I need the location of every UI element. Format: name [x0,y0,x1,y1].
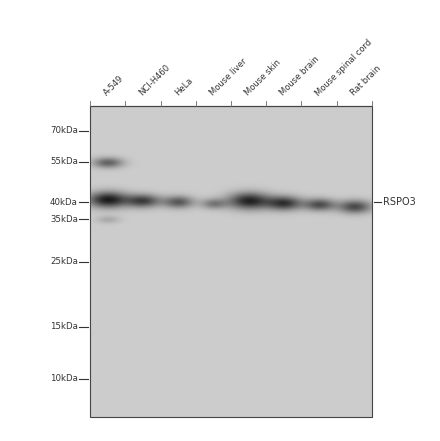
Text: 55kDa: 55kDa [50,157,78,166]
Text: Mouse brain: Mouse brain [279,55,321,98]
Text: A-549: A-549 [103,74,126,98]
Text: 70kDa: 70kDa [50,126,78,135]
Text: NCI-H460: NCI-H460 [138,63,172,98]
Text: Mouse spinal cord: Mouse spinal cord [314,38,374,98]
Text: 25kDa: 25kDa [50,258,78,266]
Bar [90,106,372,417]
Text: 10kDa: 10kDa [50,374,78,383]
Text: 35kDa: 35kDa [50,215,78,224]
Text: Mouse liver: Mouse liver [208,57,249,98]
Text: 40kDa: 40kDa [50,198,78,206]
Text: RSPO3: RSPO3 [383,197,415,207]
Text: Rat brain: Rat brain [349,64,382,98]
Text: Mouse skin: Mouse skin [243,58,283,98]
Text: HeLa: HeLa [173,76,194,98]
Text: 15kDa: 15kDa [50,322,78,332]
